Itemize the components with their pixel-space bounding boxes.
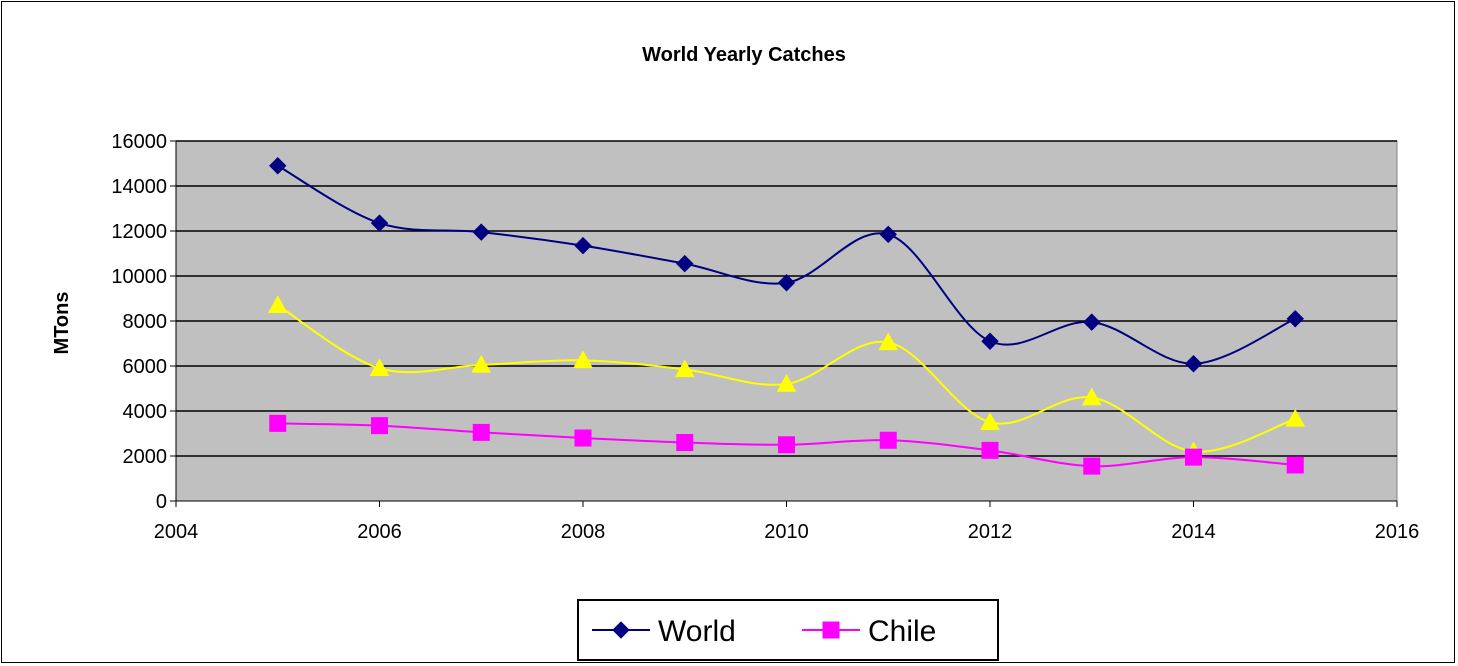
series-chile-point	[778, 436, 795, 454]
x-tick-label: 2004	[154, 521, 199, 543]
x-tick-label: 2012	[968, 521, 1013, 543]
legend-label-chile: Chile	[868, 615, 936, 648]
y-tick-label: 2000	[123, 446, 168, 468]
series-chile-point	[371, 417, 388, 435]
y-tick-label: 10000	[111, 266, 167, 288]
series-world-point	[269, 157, 287, 175]
x-tick-label: 2016	[1375, 521, 1420, 543]
x-tick-label: 2008	[561, 521, 606, 543]
series-world-point	[574, 236, 592, 255]
series-world-point	[1286, 310, 1304, 328]
chart-title: World Yearly Catches	[642, 44, 846, 66]
y-tick-label: 16000	[111, 131, 167, 153]
series-yellow-point	[1081, 387, 1102, 406]
series-yellow-point	[573, 350, 593, 369]
series-chile-point	[574, 429, 592, 447]
legend-marker-chile	[822, 621, 840, 639]
y-tick-label: 4000	[123, 401, 168, 423]
x-tick-label: 2006	[357, 521, 402, 543]
y-tick-label: 6000	[123, 356, 168, 378]
series-world-point	[879, 225, 897, 244]
series-world-point	[777, 274, 796, 292]
series-yellow-point	[776, 373, 797, 392]
series-world-point	[1184, 355, 1203, 373]
series-chile-point	[879, 431, 897, 449]
x-tick-label: 2010	[764, 521, 809, 543]
series-yellow-point	[878, 332, 899, 351]
y-tick-label: 12000	[111, 221, 167, 243]
series-chile-point	[1286, 456, 1304, 474]
series-world-line	[277, 164, 1296, 365]
series-world-point	[370, 214, 389, 232]
series-yellow-point	[267, 295, 288, 313]
series-chile-point	[472, 423, 490, 441]
legend-marker-world	[612, 621, 630, 639]
series-yellow-point	[674, 359, 695, 378]
series-world-point	[1083, 313, 1101, 331]
legend: World Chile	[577, 599, 999, 661]
plot-area: 0 2000 4000 6000 8000 10000 12000 14000 16000 200…	[111, 131, 1419, 543]
series-yellow-point	[471, 354, 492, 373]
y-tick-label: 8000	[123, 311, 168, 333]
series-yellow-point	[1285, 408, 1306, 427]
y-axis-label: MTons	[51, 292, 73, 355]
series-chile-point	[981, 441, 999, 459]
series-yellow-point	[980, 412, 1000, 430]
x-tick-label: 2014	[1171, 521, 1216, 543]
series-chile-point	[1083, 457, 1101, 475]
series-world-point	[981, 332, 999, 350]
series-yellow-point	[369, 358, 390, 376]
series-world-point	[676, 254, 694, 273]
y-tick-label: 14000	[111, 176, 167, 198]
series-chile-point	[1185, 448, 1202, 466]
legend-label-world: World	[658, 615, 736, 648]
series-chile-point	[269, 414, 287, 432]
series-chile-point	[676, 434, 694, 451]
y-tick-label: 0	[156, 491, 167, 513]
series-world-point	[472, 223, 490, 241]
